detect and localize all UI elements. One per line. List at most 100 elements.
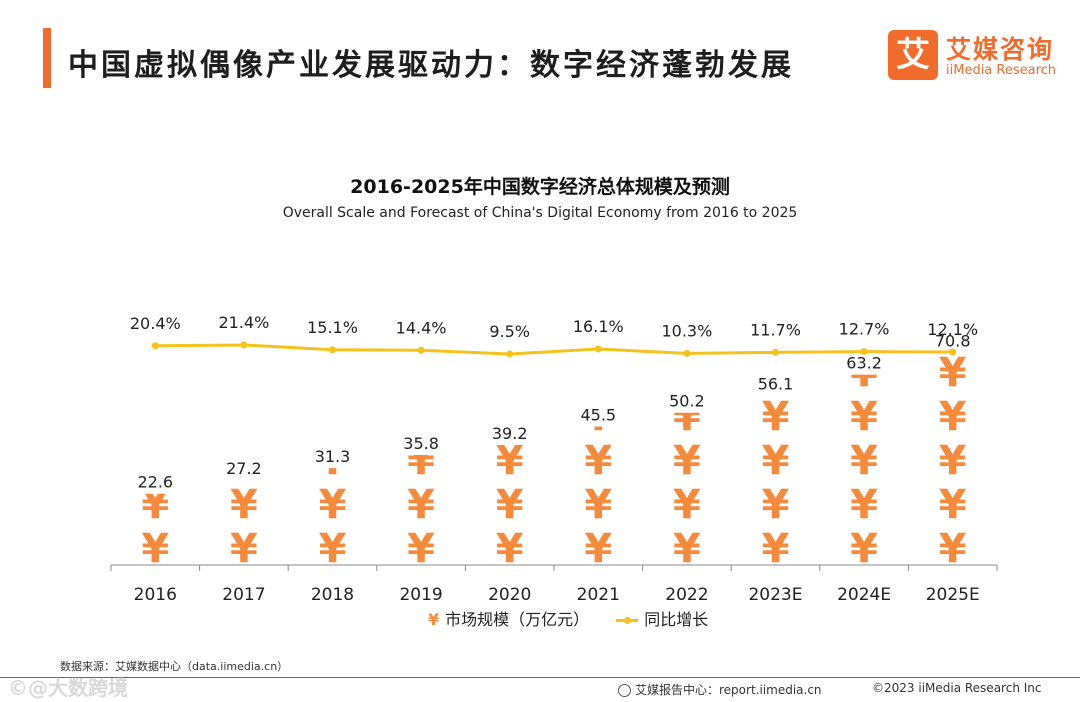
- bar-yen-stack: ¥¥¥: [496, 438, 524, 572]
- bar-yen-stack: ¥¥¥¥¥: [939, 350, 967, 570]
- bar-value-label: 56.1: [758, 374, 794, 393]
- yen-icon: ¥: [673, 394, 701, 440]
- growth-point: [329, 346, 336, 354]
- growth-point: [860, 348, 868, 356]
- growth-point: [594, 345, 602, 353]
- yen-icon: ¥: [584, 394, 612, 440]
- bar-yen-stack: ¥¥: [230, 482, 258, 572]
- report-center-icon: [618, 684, 631, 697]
- yen-icon: ¥: [762, 482, 790, 528]
- yen-icon: ¥: [496, 482, 524, 528]
- legend-item-market-size: ¥ 市场规模（万亿元）: [428, 606, 589, 630]
- growth-value-label: 16.1%: [573, 317, 624, 336]
- logo-mark-icon: 艾: [888, 30, 938, 80]
- x-tick-label: 2019: [399, 585, 442, 605]
- growth-value-label: 21.4%: [218, 313, 269, 332]
- yen-icon: ¥: [584, 438, 612, 484]
- growth-value-label: 14.4%: [396, 318, 447, 337]
- yen-icon: ¥: [850, 350, 878, 396]
- yen-icon: ¥: [850, 394, 878, 440]
- growth-point: [151, 342, 159, 350]
- yen-icon: ¥: [319, 526, 347, 572]
- yen-icon: ¥: [850, 526, 878, 572]
- growth-point: [240, 341, 248, 349]
- growth-value-label: 20.4%: [130, 314, 181, 333]
- yen-icon: ¥: [584, 482, 612, 528]
- bar-value-label: 22.6: [137, 473, 173, 492]
- yen-icon: ¥: [141, 526, 169, 572]
- x-tick-label: 2025E: [926, 585, 980, 605]
- bar-value-label: 63.2: [846, 354, 882, 373]
- x-tick-label: 2018: [311, 585, 354, 605]
- footer-divider: [0, 677, 1080, 678]
- legend-item-growth: 同比增长: [616, 606, 708, 630]
- growth-value-label: 11.7%: [750, 320, 801, 339]
- logo-name-cn: 艾媒咨询: [946, 35, 1055, 64]
- growth-value-label: 10.3%: [661, 321, 712, 340]
- bar-yen-stack: ¥¥¥¥: [584, 394, 612, 572]
- yen-icon: ¥: [939, 438, 967, 484]
- yen-icon: ¥: [230, 526, 258, 572]
- bar-value-label: 50.2: [669, 392, 705, 411]
- yen-icon: ¥: [496, 526, 524, 572]
- growth-point: [417, 346, 425, 354]
- yen-icon: ¥: [762, 438, 790, 484]
- yen-icon: ¥: [141, 482, 169, 528]
- yen-icon: ¥: [428, 610, 440, 629]
- bar-yen-stack: ¥¥¥¥: [673, 394, 701, 572]
- yen-icon: ¥: [230, 482, 258, 528]
- watermark: ©@大数跨境: [8, 676, 128, 700]
- iimedia-logo: 艾 艾媒咨询 iiMedia Research: [888, 30, 1063, 82]
- bar-value-label: 35.8: [403, 434, 439, 453]
- yen-icon: ¥: [939, 394, 967, 440]
- bar-value-label: 45.5: [580, 406, 616, 425]
- yen-icon: ¥: [939, 350, 967, 396]
- data-source: 数据来源：艾媒数据中心（data.iimedia.cn）: [60, 660, 289, 673]
- bar-value-label: 27.2: [226, 459, 262, 478]
- yen-icon: ¥: [939, 482, 967, 528]
- x-tick-label: 2016: [134, 585, 177, 605]
- footer-copyright: ©2023 iiMedia Research Inc: [872, 681, 1042, 695]
- title-accent-bar: [43, 28, 51, 88]
- yen-icon: ¥: [407, 438, 435, 484]
- x-tick-label: 2020: [488, 585, 531, 605]
- yen-icon: ¥: [319, 438, 347, 484]
- page-title: 中国虚拟偶像产业发展驱动力：数字经济蓬勃发展: [68, 48, 794, 83]
- bar-value-label: 70.8: [935, 331, 971, 350]
- chart-subtitle: Overall Scale and Forecast of China's Di…: [282, 205, 798, 221]
- yen-icon: ¥: [762, 526, 790, 572]
- yen-icon: ¥: [584, 526, 612, 572]
- yen-icon: ¥: [496, 438, 524, 484]
- growth-line: [155, 343, 953, 356]
- growth-point: [506, 350, 514, 358]
- bar-value-label: 39.2: [492, 424, 528, 443]
- growth-point: [772, 348, 779, 356]
- yen-icon: ¥: [673, 526, 701, 572]
- growth-value-label: 12.7%: [839, 320, 890, 339]
- growth-value-label: 9.5%: [489, 322, 530, 341]
- bar-yen-stack: ¥¥¥: [319, 438, 347, 572]
- growth-point: [949, 348, 957, 356]
- legend-label-growth: 同比增长: [644, 610, 709, 629]
- bar-yen-stack: ¥¥¥: [407, 438, 435, 572]
- logo-name-en: iiMedia Research: [946, 63, 1057, 78]
- yen-icon: ¥: [673, 438, 701, 484]
- line-marker-icon: [616, 617, 639, 624]
- yen-icon: ¥: [319, 482, 347, 528]
- x-tick-label: 2021: [577, 585, 620, 605]
- chart-legend: ¥ 市场规模（万亿元） 同比增长: [428, 606, 730, 630]
- growth-value-label: 12.1%: [927, 320, 978, 339]
- yen-icon: ¥: [850, 482, 878, 528]
- bar-yen-stack: ¥¥¥¥¥: [850, 350, 878, 572]
- bar-yen-stack: ¥¥: [141, 482, 169, 572]
- footer-report-center: 艾媒报告中心：report.iimedia.cn: [618, 681, 822, 698]
- x-tick-label: 2023E: [748, 585, 802, 605]
- x-tick-label: 2024E: [837, 585, 891, 605]
- chart-title: 2016-2025年中国数字经济总体规模及预测: [350, 176, 730, 198]
- yen-icon: ¥: [850, 438, 878, 484]
- bar-yen-stack: ¥¥¥¥: [762, 394, 790, 572]
- legend-label-market-size: 市场规模（万亿元）: [445, 610, 590, 629]
- bar-value-label: 31.3: [315, 447, 351, 466]
- yen-icon: ¥: [762, 394, 790, 440]
- yen-icon: ¥: [407, 526, 435, 572]
